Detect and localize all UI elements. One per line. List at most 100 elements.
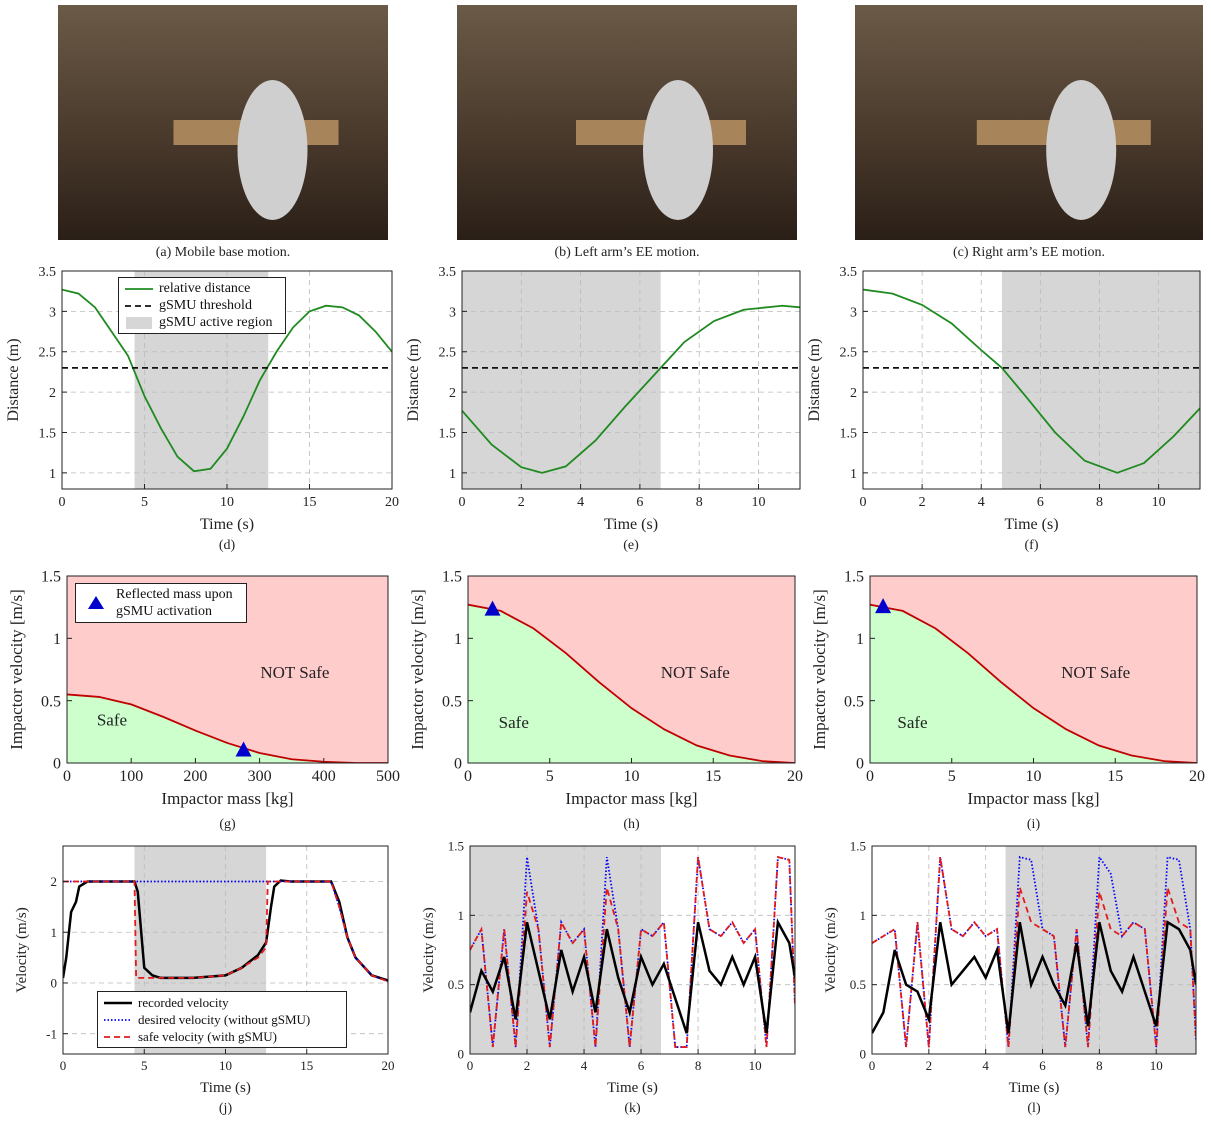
panel-caption: (d) xyxy=(219,538,236,553)
series-line xyxy=(63,880,388,983)
legend-box: relative distance gSMU threshold gSMU acti… xyxy=(118,277,286,334)
y-tick-label: 2.5 xyxy=(840,346,858,361)
panel-caption: (f) xyxy=(1025,538,1039,553)
legend: relative distance gSMU threshold gSMU acti… xyxy=(118,277,286,334)
robot xyxy=(1046,80,1117,220)
x-tick-label: 5 xyxy=(141,495,148,510)
y-tick-label: 3.5 xyxy=(39,265,57,280)
y-tick-label: 3 xyxy=(850,305,857,320)
legend-item: recorded velocity xyxy=(103,994,341,1011)
legend-swatch xyxy=(125,304,153,307)
y-axis-label: Impactor velocity [m/s] xyxy=(408,589,427,750)
x-tick-label: 10 xyxy=(1026,768,1042,785)
x-tick-label: 20 xyxy=(385,495,399,510)
y-tick-label: 1 xyxy=(454,631,462,648)
x-tick-label: 4 xyxy=(577,495,584,510)
legend-item: desired velocity (without gSMU) xyxy=(103,1011,341,1028)
axes-box xyxy=(862,270,1201,490)
safe-area xyxy=(870,604,1197,763)
x-tick-label: 10 xyxy=(1150,1058,1163,1073)
y-tick-label: 0 xyxy=(458,1047,465,1062)
y-axis-label: Distance (m) xyxy=(806,338,823,421)
y-tick-label: 1 xyxy=(449,467,456,482)
x-tick-label: 200 xyxy=(183,768,207,785)
x-tick-label: 300 xyxy=(248,768,272,785)
legend-swatch xyxy=(125,287,153,290)
y-tick-label: 0.5 xyxy=(850,977,866,992)
image-caption: (a) Mobile base motion. xyxy=(156,245,291,260)
legend-label: safe velocity (with gSMU) xyxy=(138,1029,278,1044)
y-axis-label: Distance (m) xyxy=(405,338,422,421)
x-tick-label: 5 xyxy=(141,1058,148,1073)
y-tick-label: 1 xyxy=(49,467,56,482)
y-tick-label: 2.5 xyxy=(39,346,57,361)
series-line xyxy=(462,304,800,474)
y-tick-label: 2.5 xyxy=(439,346,457,361)
x-tick-label: 0 xyxy=(59,495,66,510)
y-axis-label: Velocity (m/s) xyxy=(823,907,839,992)
x-tick-label: 15 xyxy=(300,1058,313,1073)
legend-item: gSMU active region xyxy=(124,314,280,331)
panel-caption: (j) xyxy=(219,1101,233,1116)
x-axis-label: Time (s) xyxy=(1004,516,1058,533)
x-tick-label: 2 xyxy=(524,1058,531,1073)
active-region xyxy=(470,846,662,1054)
annotation: NOT Safe xyxy=(661,663,730,682)
robot xyxy=(237,80,308,220)
x-axis-label: Impactor mass [kg] xyxy=(967,789,1099,808)
y-axis-label: Velocity (m/s) xyxy=(421,907,437,992)
annotation: NOT Safe xyxy=(260,663,329,682)
annotation: Safe xyxy=(499,713,529,732)
series-line xyxy=(470,918,795,1034)
x-tick-label: 8 xyxy=(696,495,703,510)
x-tick-label: 6 xyxy=(636,495,643,510)
legend-swatch xyxy=(104,1001,132,1004)
y-tick-label: 1.5 xyxy=(439,426,457,441)
y-tick-label: 2 xyxy=(49,386,56,401)
x-axis-label: Impactor mass [kg] xyxy=(161,789,293,808)
x-tick-label: 15 xyxy=(303,495,317,510)
x-axis-label: Impactor mass [kg] xyxy=(565,789,697,808)
legend: recorded velocity desired velocity (witho… xyxy=(97,991,347,1048)
active-region xyxy=(1005,846,1196,1054)
x-tick-label: 8 xyxy=(695,1058,702,1073)
axes-box xyxy=(469,845,796,1055)
y-axis-label: Velocity (m/s) xyxy=(14,907,30,992)
legend-label: gSMU active region xyxy=(159,315,273,330)
y-tick-label: 0.5 xyxy=(442,693,462,710)
legend-box: Reflected mass upon gSMU activation xyxy=(75,583,247,623)
x-tick-label: 6 xyxy=(1039,1058,1046,1073)
x-tick-label: 2 xyxy=(919,495,926,510)
y-tick-label: 1 xyxy=(53,631,61,648)
x-tick-label: 4 xyxy=(982,1058,989,1073)
y-tick-label: 1 xyxy=(51,925,58,940)
marker xyxy=(484,600,501,616)
legend-swatch xyxy=(88,596,104,609)
legend-label: gSMU threshold xyxy=(159,298,252,313)
legend-swatch xyxy=(104,1035,132,1038)
x-axis-label: Time (s) xyxy=(607,1080,658,1096)
x-tick-label: 10 xyxy=(624,768,640,785)
x-tick-label: 0 xyxy=(464,768,472,785)
x-axis-label: Time (s) xyxy=(604,516,658,533)
legend-label: recorded velocity xyxy=(138,995,229,1010)
y-tick-label: 1.5 xyxy=(448,839,464,854)
legend: Reflected mass upon gSMU activation xyxy=(75,583,247,623)
x-tick-label: 0 xyxy=(866,768,874,785)
y-tick-label: 0.5 xyxy=(41,693,61,710)
y-tick-label: 1.5 xyxy=(39,426,57,441)
y-tick-label: 1.5 xyxy=(442,569,462,586)
plot-area xyxy=(462,271,800,489)
marker xyxy=(235,741,252,757)
y-tick-label: 3 xyxy=(49,305,56,320)
series-line xyxy=(870,603,1197,763)
panel-caption: (e) xyxy=(623,538,639,553)
swatch xyxy=(126,316,152,329)
panel-caption: (h) xyxy=(623,817,640,832)
x-tick-label: 20 xyxy=(382,1058,395,1073)
x-tick-label: 10 xyxy=(1152,495,1166,510)
x-tick-label: 0 xyxy=(869,1058,876,1073)
legend-item: relative distance xyxy=(124,280,280,297)
active-region xyxy=(1001,271,1200,489)
legend-box: recorded velocity desired velocity (witho… xyxy=(97,991,347,1048)
